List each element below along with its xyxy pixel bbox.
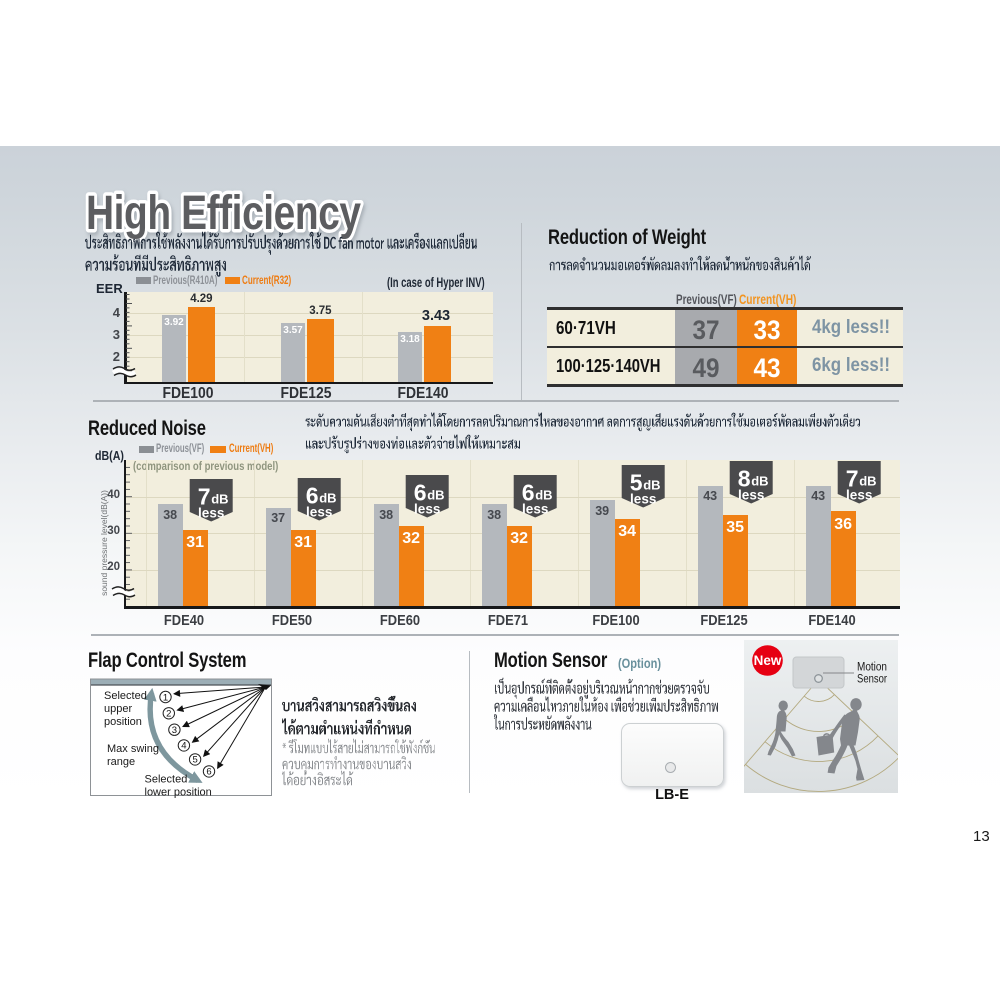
svg-text:5: 5: [192, 755, 197, 766]
svg-text:Selected: Selected: [145, 774, 188, 786]
svg-text:less: less: [414, 502, 440, 517]
svg-text:3: 3: [172, 725, 177, 736]
svg-text:lower position: lower position: [145, 787, 212, 799]
svg-text:1: 1: [163, 692, 168, 703]
svg-text:range: range: [107, 756, 135, 768]
svg-text:6: 6: [414, 480, 427, 506]
svg-text:5: 5: [630, 470, 643, 496]
svg-text:dB: dB: [211, 492, 228, 507]
svg-text:upper: upper: [104, 703, 132, 715]
svg-text:7: 7: [198, 484, 211, 510]
svg-text:dB: dB: [535, 488, 552, 503]
svg-text:less: less: [738, 488, 764, 503]
svg-text:Selected: Selected: [104, 690, 147, 702]
svg-text:7: 7: [846, 466, 859, 492]
svg-text:less: less: [846, 488, 872, 503]
svg-text:dB: dB: [427, 488, 444, 503]
svg-text:High Efficiency: High Efficiency: [86, 186, 362, 240]
svg-text:Sensor: Sensor: [857, 674, 887, 686]
svg-text:New: New: [754, 653, 782, 668]
svg-text:6: 6: [306, 483, 319, 509]
svg-text:6: 6: [522, 480, 535, 506]
svg-text:4: 4: [181, 741, 186, 752]
svg-text:Max swing: Max swing: [107, 743, 159, 755]
svg-text:less: less: [306, 505, 332, 520]
svg-text:6: 6: [206, 767, 211, 778]
svg-text:dB: dB: [643, 478, 660, 493]
svg-text:dB: dB: [859, 474, 876, 489]
svg-text:2: 2: [166, 709, 171, 720]
svg-text:8: 8: [738, 466, 751, 492]
svg-text:Motion: Motion: [857, 662, 887, 674]
svg-text:less: less: [522, 502, 548, 517]
svg-text:less: less: [630, 492, 656, 507]
svg-text:dB: dB: [319, 491, 336, 506]
svg-text:dB: dB: [751, 474, 768, 489]
svg-text:position: position: [104, 716, 142, 728]
svg-text:less: less: [198, 506, 224, 521]
